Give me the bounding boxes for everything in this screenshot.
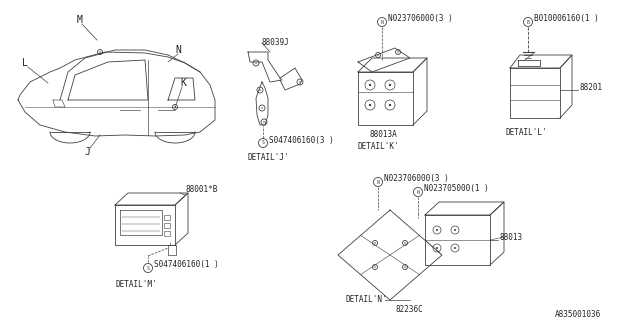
Text: DETAIL'K': DETAIL'K' [358,142,399,151]
Text: N: N [417,189,419,195]
Text: N: N [376,180,380,185]
Circle shape [436,229,438,231]
Text: 88201: 88201 [580,83,603,92]
Text: N023705000(1 ): N023705000(1 ) [424,185,489,194]
Text: L: L [22,58,28,68]
Text: S047406160(3 ): S047406160(3 ) [269,135,333,145]
Circle shape [397,51,399,53]
Circle shape [436,247,438,249]
Circle shape [369,104,371,106]
Circle shape [374,242,376,244]
Text: B010006160(1 ): B010006160(1 ) [534,14,599,23]
Text: DETAIL'L': DETAIL'L' [505,128,547,137]
Circle shape [259,89,260,91]
Text: S: S [262,140,264,146]
Text: M: M [77,15,83,25]
Bar [164,215,170,220]
Circle shape [369,84,371,86]
Text: A835001036: A835001036 [555,310,601,319]
Text: 88039J: 88039J [262,38,290,47]
Circle shape [300,81,301,83]
Text: K: K [180,78,186,88]
Bar [164,231,170,236]
Circle shape [374,266,376,268]
Text: N: N [175,45,181,55]
Bar [164,223,170,228]
Text: N: N [381,20,383,25]
Text: 82236C: 82236C [395,305,423,314]
Circle shape [174,106,176,108]
Circle shape [261,107,262,109]
Text: 88001*B: 88001*B [185,185,218,194]
Circle shape [454,247,456,249]
Circle shape [388,104,391,106]
Text: DETAIL'J': DETAIL'J' [248,153,290,162]
Circle shape [99,51,100,53]
Text: N023706000(3 ): N023706000(3 ) [384,174,449,183]
Circle shape [263,121,265,123]
Text: 88013A: 88013A [369,130,397,139]
Text: S047406160(1 ): S047406160(1 ) [154,260,219,269]
Circle shape [454,229,456,231]
Text: N023706000(3 ): N023706000(3 ) [388,14,452,23]
Text: DETAIL'M': DETAIL'M' [115,280,157,289]
Circle shape [404,242,406,244]
Text: B: B [527,20,529,25]
Circle shape [404,266,406,268]
Text: 88013: 88013 [500,233,523,242]
Text: S: S [147,266,149,270]
Circle shape [388,84,391,86]
Text: J: J [84,147,90,157]
Text: DETAIL'N': DETAIL'N' [345,295,387,304]
Circle shape [255,62,257,64]
Circle shape [378,54,379,56]
